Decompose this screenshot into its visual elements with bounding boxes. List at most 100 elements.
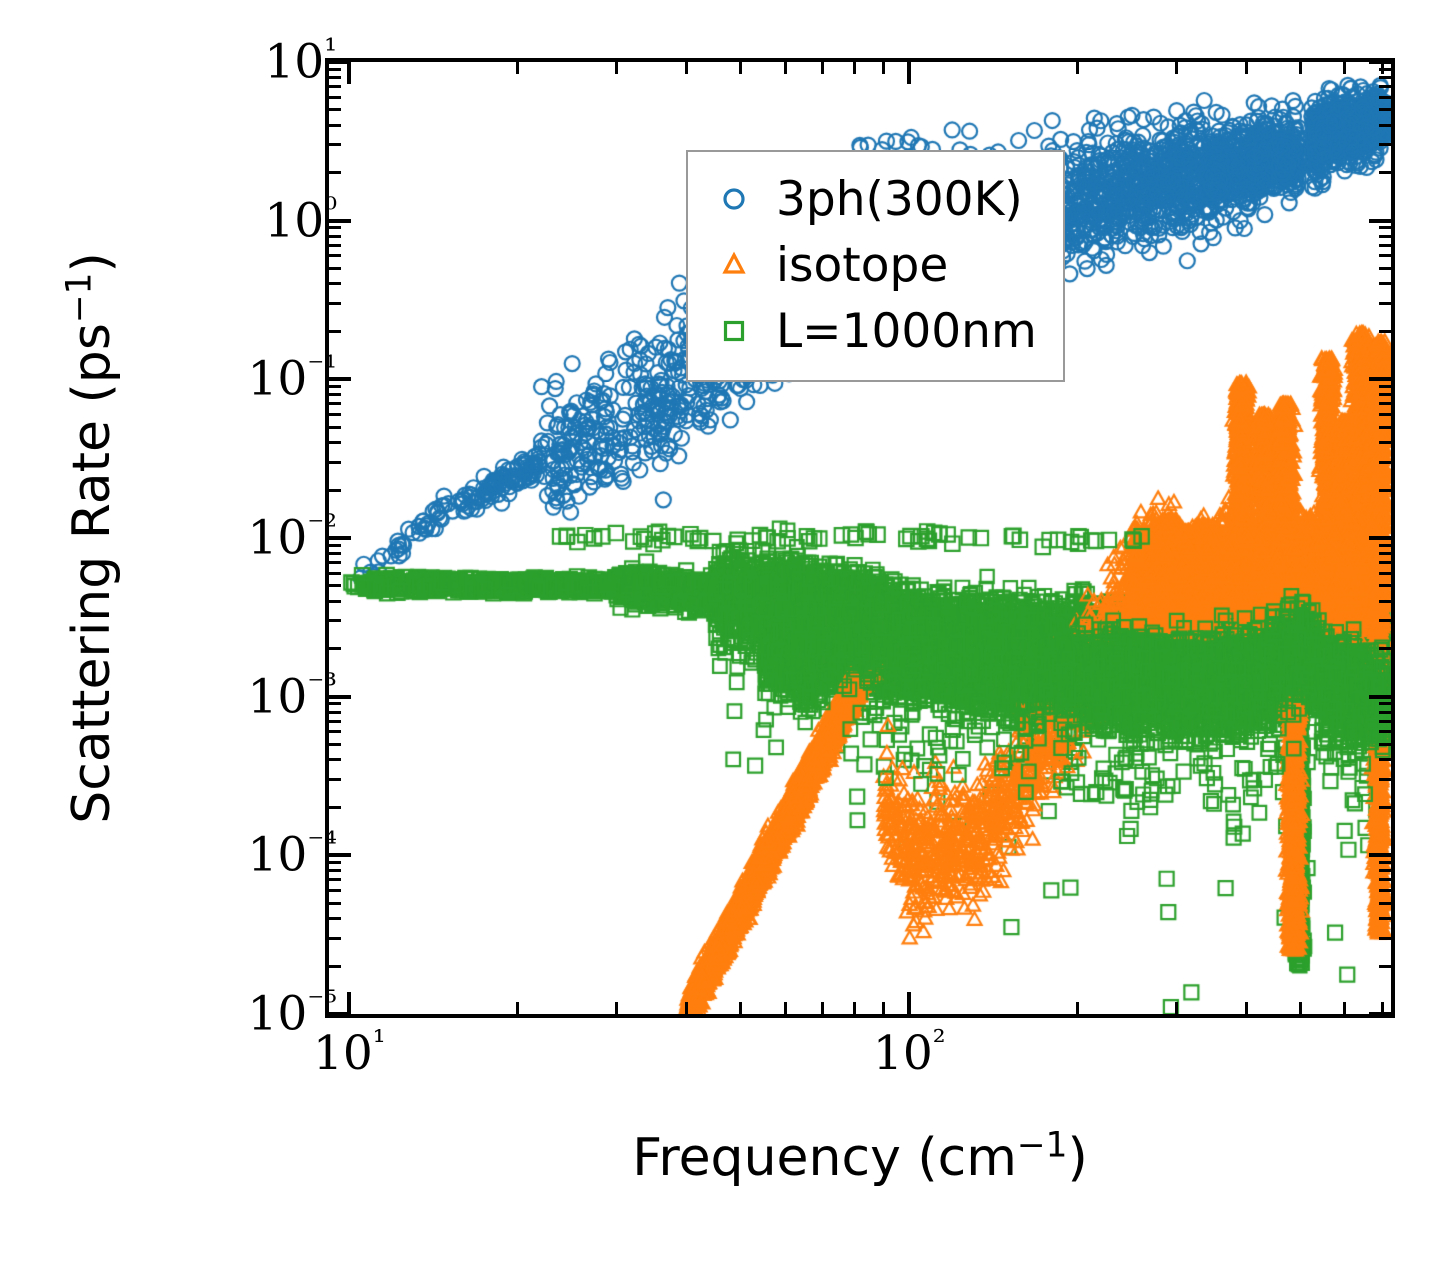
y-tick-minor xyxy=(329,571,341,575)
x-tick-minor-top xyxy=(882,62,886,74)
y-tick-minor-right xyxy=(1379,460,1391,464)
legend-entry-3ph: 3ph(300K) xyxy=(706,166,1037,232)
x-tick-minor xyxy=(739,1002,743,1014)
y-tick-minor xyxy=(329,85,341,89)
x-tick-minor-top xyxy=(1076,62,1080,74)
x-tick-minor-top xyxy=(1343,62,1347,74)
y-tick-minor xyxy=(329,413,341,417)
y-tick-minor xyxy=(329,95,341,99)
y-tick-minor xyxy=(329,778,341,782)
y-tick-minor xyxy=(329,67,341,71)
y-tick-minor xyxy=(329,254,341,258)
y-tick-minor-right xyxy=(1379,67,1391,71)
y-tick-major xyxy=(329,377,351,382)
x-tick-minor xyxy=(1380,1002,1384,1014)
y-tick-minor-right xyxy=(1379,393,1391,397)
x-tick-minor xyxy=(1343,1002,1347,1014)
y-tick-minor xyxy=(329,806,341,810)
y-tick-minor xyxy=(329,869,341,873)
square-open-icon xyxy=(706,316,762,346)
y-tick-major-right xyxy=(1369,377,1391,382)
x-tick-minor xyxy=(516,1002,520,1014)
y-tick-label: 10⁻⁵ xyxy=(247,982,338,1042)
x-axis-title-exponent: −1 xyxy=(1016,1125,1068,1166)
y-tick-minor xyxy=(329,266,341,270)
legend-label-isotope: isotope xyxy=(776,237,949,293)
y-tick-minor-right xyxy=(1379,964,1391,968)
y-tick-minor-right xyxy=(1379,889,1391,893)
y-tick-minor-right xyxy=(1379,719,1391,723)
x-tick-minor-top xyxy=(853,62,857,74)
y-tick-minor-right xyxy=(1379,916,1391,920)
y-tick-minor-right xyxy=(1379,647,1391,651)
y-tick-minor-right xyxy=(1379,226,1391,230)
x-tick-minor xyxy=(1244,1002,1248,1014)
y-tick-major xyxy=(329,60,351,64)
x-tick-minor xyxy=(853,1002,857,1014)
y-tick-minor-right xyxy=(1379,584,1391,588)
y-tick-minor-right xyxy=(1379,878,1391,882)
x-axis-title-tail: ) xyxy=(1067,1128,1088,1188)
x-tick-minor xyxy=(1076,1002,1080,1014)
x-tick-minor-top xyxy=(614,62,618,74)
y-tick-minor-right xyxy=(1379,806,1391,810)
x-tick-minor xyxy=(783,1002,787,1014)
y-tick-minor-right xyxy=(1379,488,1391,492)
y-tick-minor-right xyxy=(1379,543,1391,547)
y-tick-minor xyxy=(329,619,341,623)
y-tick-minor-right xyxy=(1379,108,1391,112)
x-tick-minor-top xyxy=(1244,62,1248,74)
y-tick-minor xyxy=(329,243,341,247)
y-axis-title-tail: ) xyxy=(62,252,122,273)
y-tick-label: 10¹ xyxy=(264,30,337,90)
y-tick-minor-right xyxy=(1379,861,1391,865)
y-tick-minor-right xyxy=(1379,385,1391,389)
x-tick-minor xyxy=(1299,1002,1303,1014)
x-tick-minor-top xyxy=(684,62,688,74)
y-tick-minor xyxy=(329,143,341,147)
legend-box: 3ph(300K) isotope L=1000nm xyxy=(686,150,1065,382)
y-tick-minor-right xyxy=(1379,901,1391,905)
x-tick-minor xyxy=(1174,1002,1178,1014)
legend-entry-isotope: isotope xyxy=(706,232,1037,298)
y-tick-major-right xyxy=(1369,853,1391,858)
y-tick-minor-right xyxy=(1379,599,1391,603)
x-tick-minor-top xyxy=(516,62,520,74)
y-tick-minor xyxy=(329,234,341,238)
y-tick-minor xyxy=(329,964,341,968)
y-tick-major xyxy=(329,218,351,223)
plot-area: 3ph(300K) isotope L=1000nm xyxy=(325,58,1395,1018)
y-tick-major xyxy=(329,536,351,540)
y-tick-minor xyxy=(329,402,341,406)
y-tick-minor-right xyxy=(1379,282,1391,286)
x-tick-minor-top xyxy=(1299,62,1303,74)
y-tick-label: 10⁻³ xyxy=(247,665,338,725)
y-tick-major-right xyxy=(1369,218,1391,223)
y-tick-minor xyxy=(329,599,341,603)
x-tick-major xyxy=(907,992,912,1014)
y-tick-minor-right xyxy=(1379,702,1391,706)
y-tick-minor-right xyxy=(1379,266,1391,270)
y-tick-minor xyxy=(329,561,341,565)
y-tick-minor xyxy=(329,719,341,723)
y-tick-minor xyxy=(329,425,341,429)
y-tick-major xyxy=(329,853,351,858)
y-tick-minor-right xyxy=(1379,413,1391,417)
y-tick-minor xyxy=(329,488,341,492)
y-tick-minor-right xyxy=(1379,302,1391,306)
x-tick-minor-top xyxy=(739,62,743,74)
triangle-open-icon xyxy=(706,250,762,280)
y-tick-major-right xyxy=(1369,1012,1391,1016)
x-axis-title: Frequency (cm−1) xyxy=(325,1128,1395,1188)
y-tick-minor xyxy=(329,385,341,389)
x-tick-label: 10¹ xyxy=(312,1022,386,1081)
y-tick-minor-right xyxy=(1379,330,1391,334)
x-tick-minor-top xyxy=(821,62,824,74)
y-axis-title: Scattering Rate (ps−1) xyxy=(60,58,122,1018)
y-tick-minor xyxy=(329,730,341,734)
y-tick-minor xyxy=(329,916,341,920)
y-tick-label: 10⁻¹ xyxy=(247,348,338,407)
y-tick-minor xyxy=(329,393,341,397)
y-tick-minor-right xyxy=(1379,243,1391,247)
x-axis-title-main: Frequency (cm xyxy=(632,1128,1017,1188)
